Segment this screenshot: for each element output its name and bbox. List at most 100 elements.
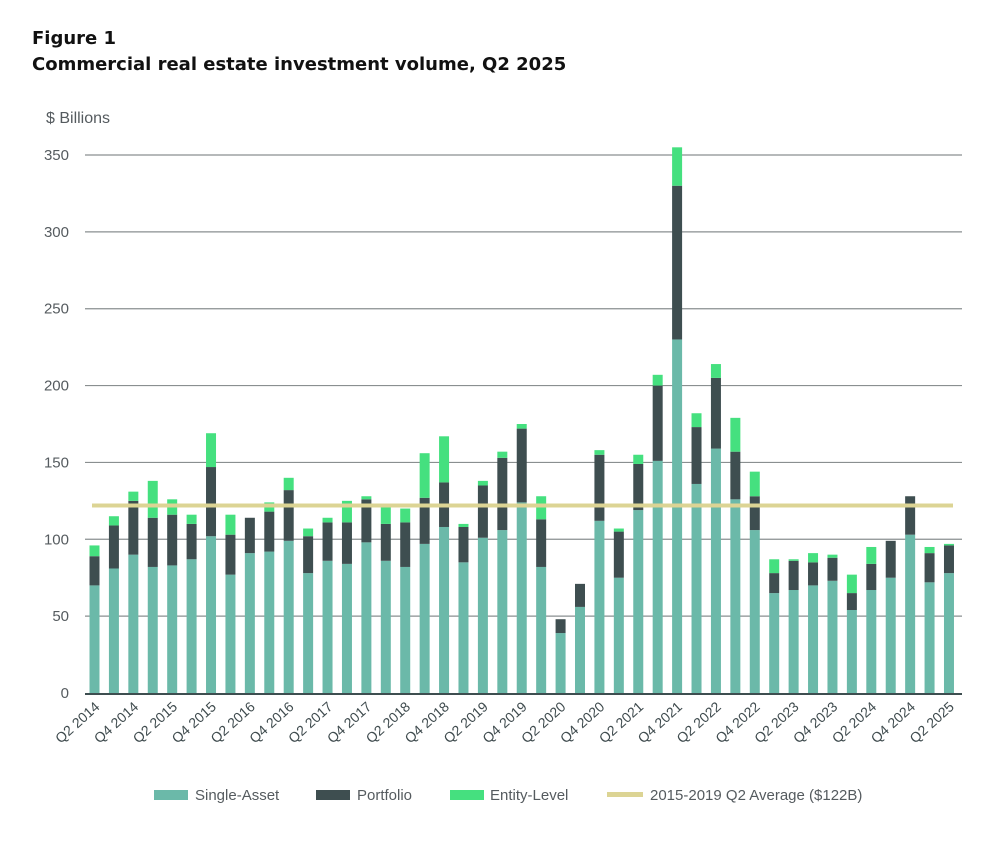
bar-segment-single-asset — [769, 593, 780, 693]
bar-segment-portfolio — [341, 522, 352, 564]
legend-label-portfolio: Portfolio — [357, 787, 412, 804]
bar-segment-portfolio — [710, 377, 721, 449]
bar-segment-single-asset — [108, 568, 119, 693]
bar-segment-entity-level — [633, 454, 644, 464]
bar-segment-single-asset — [691, 483, 702, 693]
bar-segment-single-asset — [264, 551, 275, 693]
bar-segment-entity-level — [788, 559, 799, 561]
legend-swatch-portfolio — [316, 790, 350, 800]
legend-label-average: 2015-2019 Q2 Average ($122B) — [650, 787, 862, 804]
bar-segment-single-asset — [341, 563, 352, 693]
bar-segment-single-asset — [128, 554, 139, 693]
bar-segment-single-asset — [167, 565, 178, 693]
bar-segment-portfolio — [730, 451, 741, 500]
bar-stack — [341, 500, 352, 693]
legend-swatch-average — [607, 792, 643, 797]
bar-segment-entity-level — [89, 545, 100, 557]
bar-segment-portfolio — [575, 583, 585, 607]
bar-stack — [206, 433, 217, 693]
bar-stack — [672, 147, 683, 693]
bar-segment-single-asset — [575, 606, 585, 693]
bar-segment-single-asset — [749, 530, 760, 693]
bar-segment-entity-level — [225, 514, 236, 535]
bar-segment-single-asset — [147, 566, 158, 693]
bar-segment-single-asset — [885, 577, 896, 693]
bar-stack — [361, 496, 372, 693]
bar-segment-single-asset — [943, 573, 954, 693]
bar-stack — [322, 517, 333, 693]
bar-stack — [108, 516, 119, 693]
bar-stack — [264, 502, 275, 693]
bar-segment-portfolio — [555, 619, 566, 634]
bar-stack — [575, 583, 585, 693]
bar-segment-single-asset — [89, 585, 100, 693]
y-axis-ticks: 0 50 100 150 200 250 300 350 — [44, 147, 69, 702]
y-tick-label: 50 — [52, 608, 69, 625]
legend-label-entity-level: Entity-Level — [490, 787, 568, 804]
bar-segment-portfolio — [380, 523, 391, 561]
bar-stack — [167, 499, 178, 693]
bar-stack — [613, 528, 624, 693]
bar-segment-single-asset — [536, 566, 547, 693]
bar-segment-portfolio — [497, 457, 508, 531]
bar-segment-entity-level — [613, 528, 624, 532]
bar-segment-portfolio — [924, 553, 935, 583]
bar-segment-entity-level — [827, 554, 838, 558]
bar-segment-entity-level — [536, 496, 547, 520]
bar-stack — [536, 496, 547, 693]
bar-stack — [633, 454, 644, 693]
bar-segment-entity-level — [594, 450, 605, 455]
bar-stack — [303, 528, 314, 693]
bar-segment-single-asset — [808, 585, 819, 693]
bar-segment-portfolio — [108, 525, 119, 569]
bar-segment-entity-level — [206, 433, 217, 468]
bar-segment-portfolio — [516, 428, 527, 503]
bar-segment-portfolio — [885, 540, 896, 578]
bar-segment-entity-level — [341, 500, 352, 523]
bar-segment-portfolio — [225, 534, 236, 575]
bar-stack — [924, 546, 935, 693]
bar-stack — [458, 523, 469, 693]
bar-segment-entity-level — [866, 546, 877, 564]
bar-segment-entity-level — [652, 374, 663, 386]
bar-segment-portfolio — [808, 562, 819, 586]
bar-stack — [943, 543, 954, 693]
bar-stack — [477, 480, 488, 693]
bar-segment-portfolio — [458, 526, 469, 563]
bar-segment-entity-level — [186, 514, 197, 524]
bar-stack — [283, 477, 294, 693]
y-tick-label: 0 — [61, 685, 69, 702]
bar-segment-portfolio — [167, 514, 178, 566]
bar-stack — [905, 496, 916, 693]
figure-title: Commercial real estate investment volume… — [32, 54, 567, 75]
bar-segment-entity-level — [458, 523, 469, 527]
bar-segment-portfolio — [691, 427, 702, 484]
bar-segment-entity-level — [303, 528, 314, 537]
bar-segment-portfolio — [672, 185, 683, 340]
bar-stack — [788, 559, 799, 693]
bar-segment-single-asset — [516, 502, 527, 693]
bar-stack — [808, 553, 819, 693]
bar-stack — [885, 540, 896, 693]
bar-stack — [827, 554, 838, 693]
bar-segment-entity-level — [943, 543, 954, 546]
bar-segment-single-asset — [458, 562, 469, 693]
bar-segment-portfolio — [943, 545, 954, 574]
bar-stack — [186, 514, 197, 693]
bar-segment-entity-level — [808, 553, 819, 563]
legend-swatch-single-asset — [154, 790, 188, 800]
bar-segment-entity-level — [846, 574, 857, 594]
bar-segment-single-asset — [827, 580, 838, 693]
bars — [89, 147, 954, 693]
y-tick-label: 300 — [44, 224, 69, 241]
bar-segment-single-asset — [497, 530, 508, 693]
bar-segment-portfolio — [147, 517, 158, 567]
bar-stack — [730, 417, 741, 693]
bar-stack — [380, 507, 391, 693]
y-tick-label: 250 — [44, 301, 69, 318]
y-tick-label: 350 — [44, 147, 69, 164]
bar-segment-portfolio — [400, 522, 411, 567]
bar-segment-portfolio — [827, 557, 838, 581]
bar-segment-portfolio — [749, 496, 760, 531]
bar-segment-portfolio — [846, 593, 857, 610]
